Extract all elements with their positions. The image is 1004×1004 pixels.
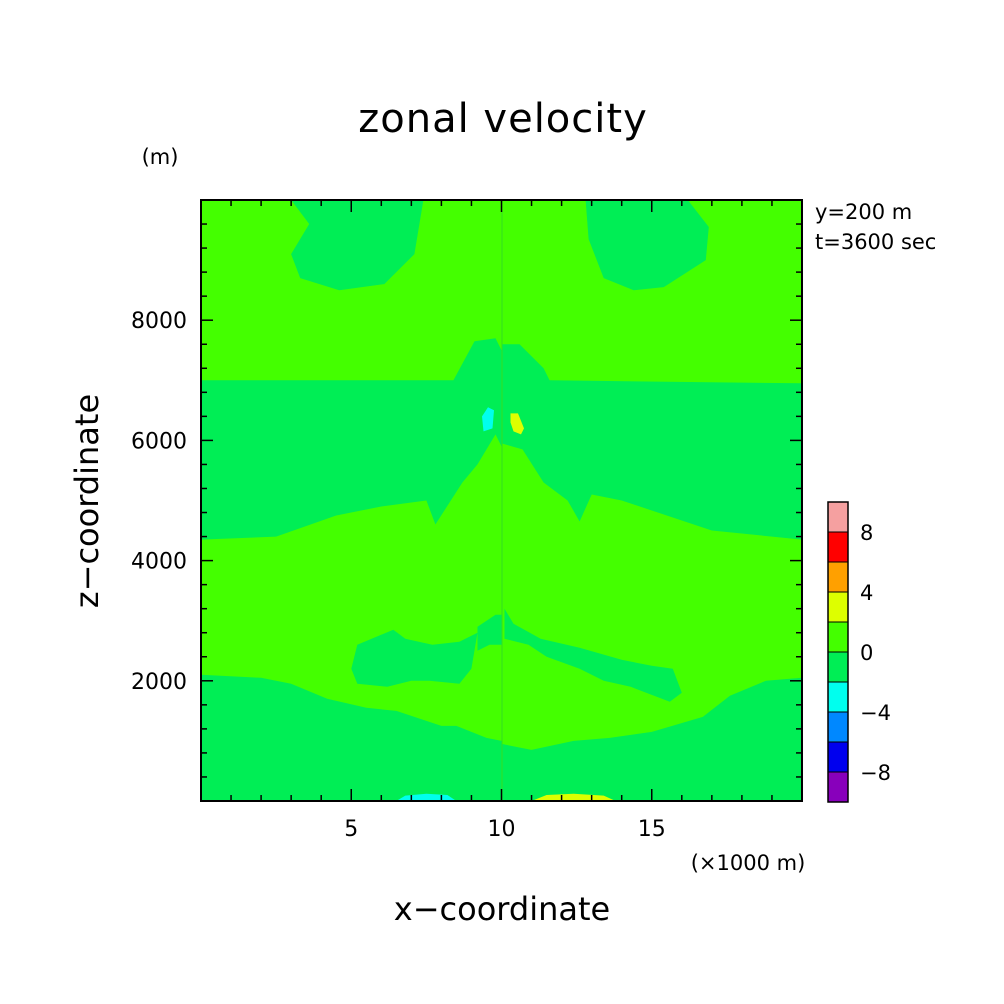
plot-area: 5 10 15 2000 4000 6000 8000 [131,199,803,842]
contour-region-center-left-lower [201,614,502,801]
colorbar-bin [827,561,849,593]
x-tick-label: 10 [488,817,516,842]
colorbar-tick-label: −4 [860,701,891,725]
colorbar-tick-label: −8 [860,761,891,785]
colorbar-tick-label: 4 [860,581,873,605]
y-tick-label: 2000 [131,670,187,695]
info-line-y: y=200 m [815,200,912,224]
contour-region-center-right-mid [501,344,802,540]
colorbar-tick-label: 0 [860,641,873,665]
colorbar-bin [827,591,849,623]
info-line-t: t=3600 sec [815,230,936,254]
x-axis-label: x−coordinate [394,890,610,928]
colorbar-bin [827,501,849,533]
colorbar-tick-label: 8 [860,521,873,545]
colorbar: 8 4 0 −4 −8 [827,501,891,803]
colorbar-frame [827,501,849,803]
chart-title: zonal velocity [358,96,648,142]
contour-region-right-lower [504,608,682,702]
colorbar-bin [827,741,849,773]
colorbar-bin [827,771,849,803]
colorbar-bin [827,681,849,713]
x-axis-unit: (×1000 m) [691,851,806,875]
contour-region-upper-left-lobe [291,200,424,291]
contour-region-yellow-cell-bottom [531,793,616,801]
colorbar-bin [827,711,849,743]
contour-region-right-bottom [501,677,802,801]
contour-region-yellow-cell-mid [510,413,524,435]
x-tick-label: 15 [638,817,666,842]
y-tick-label: 6000 [131,429,187,454]
contour-region-cyan-cell-mid [482,407,494,432]
y-tick-label: 8000 [131,309,187,334]
colorbar-bin [827,651,849,683]
y-axis-label: z−coordinate [68,394,106,608]
colorbar-bin [827,531,849,563]
contour-region-middle-band [201,338,502,540]
contour-region-left-mid-lower [351,629,478,687]
y-axis-unit: (m) [142,145,179,169]
y-tick-label: 4000 [131,550,187,575]
contour-region-upper-right-lobe [585,200,709,291]
x-tick-label: 5 [344,817,358,842]
colorbar-bin [827,621,849,653]
